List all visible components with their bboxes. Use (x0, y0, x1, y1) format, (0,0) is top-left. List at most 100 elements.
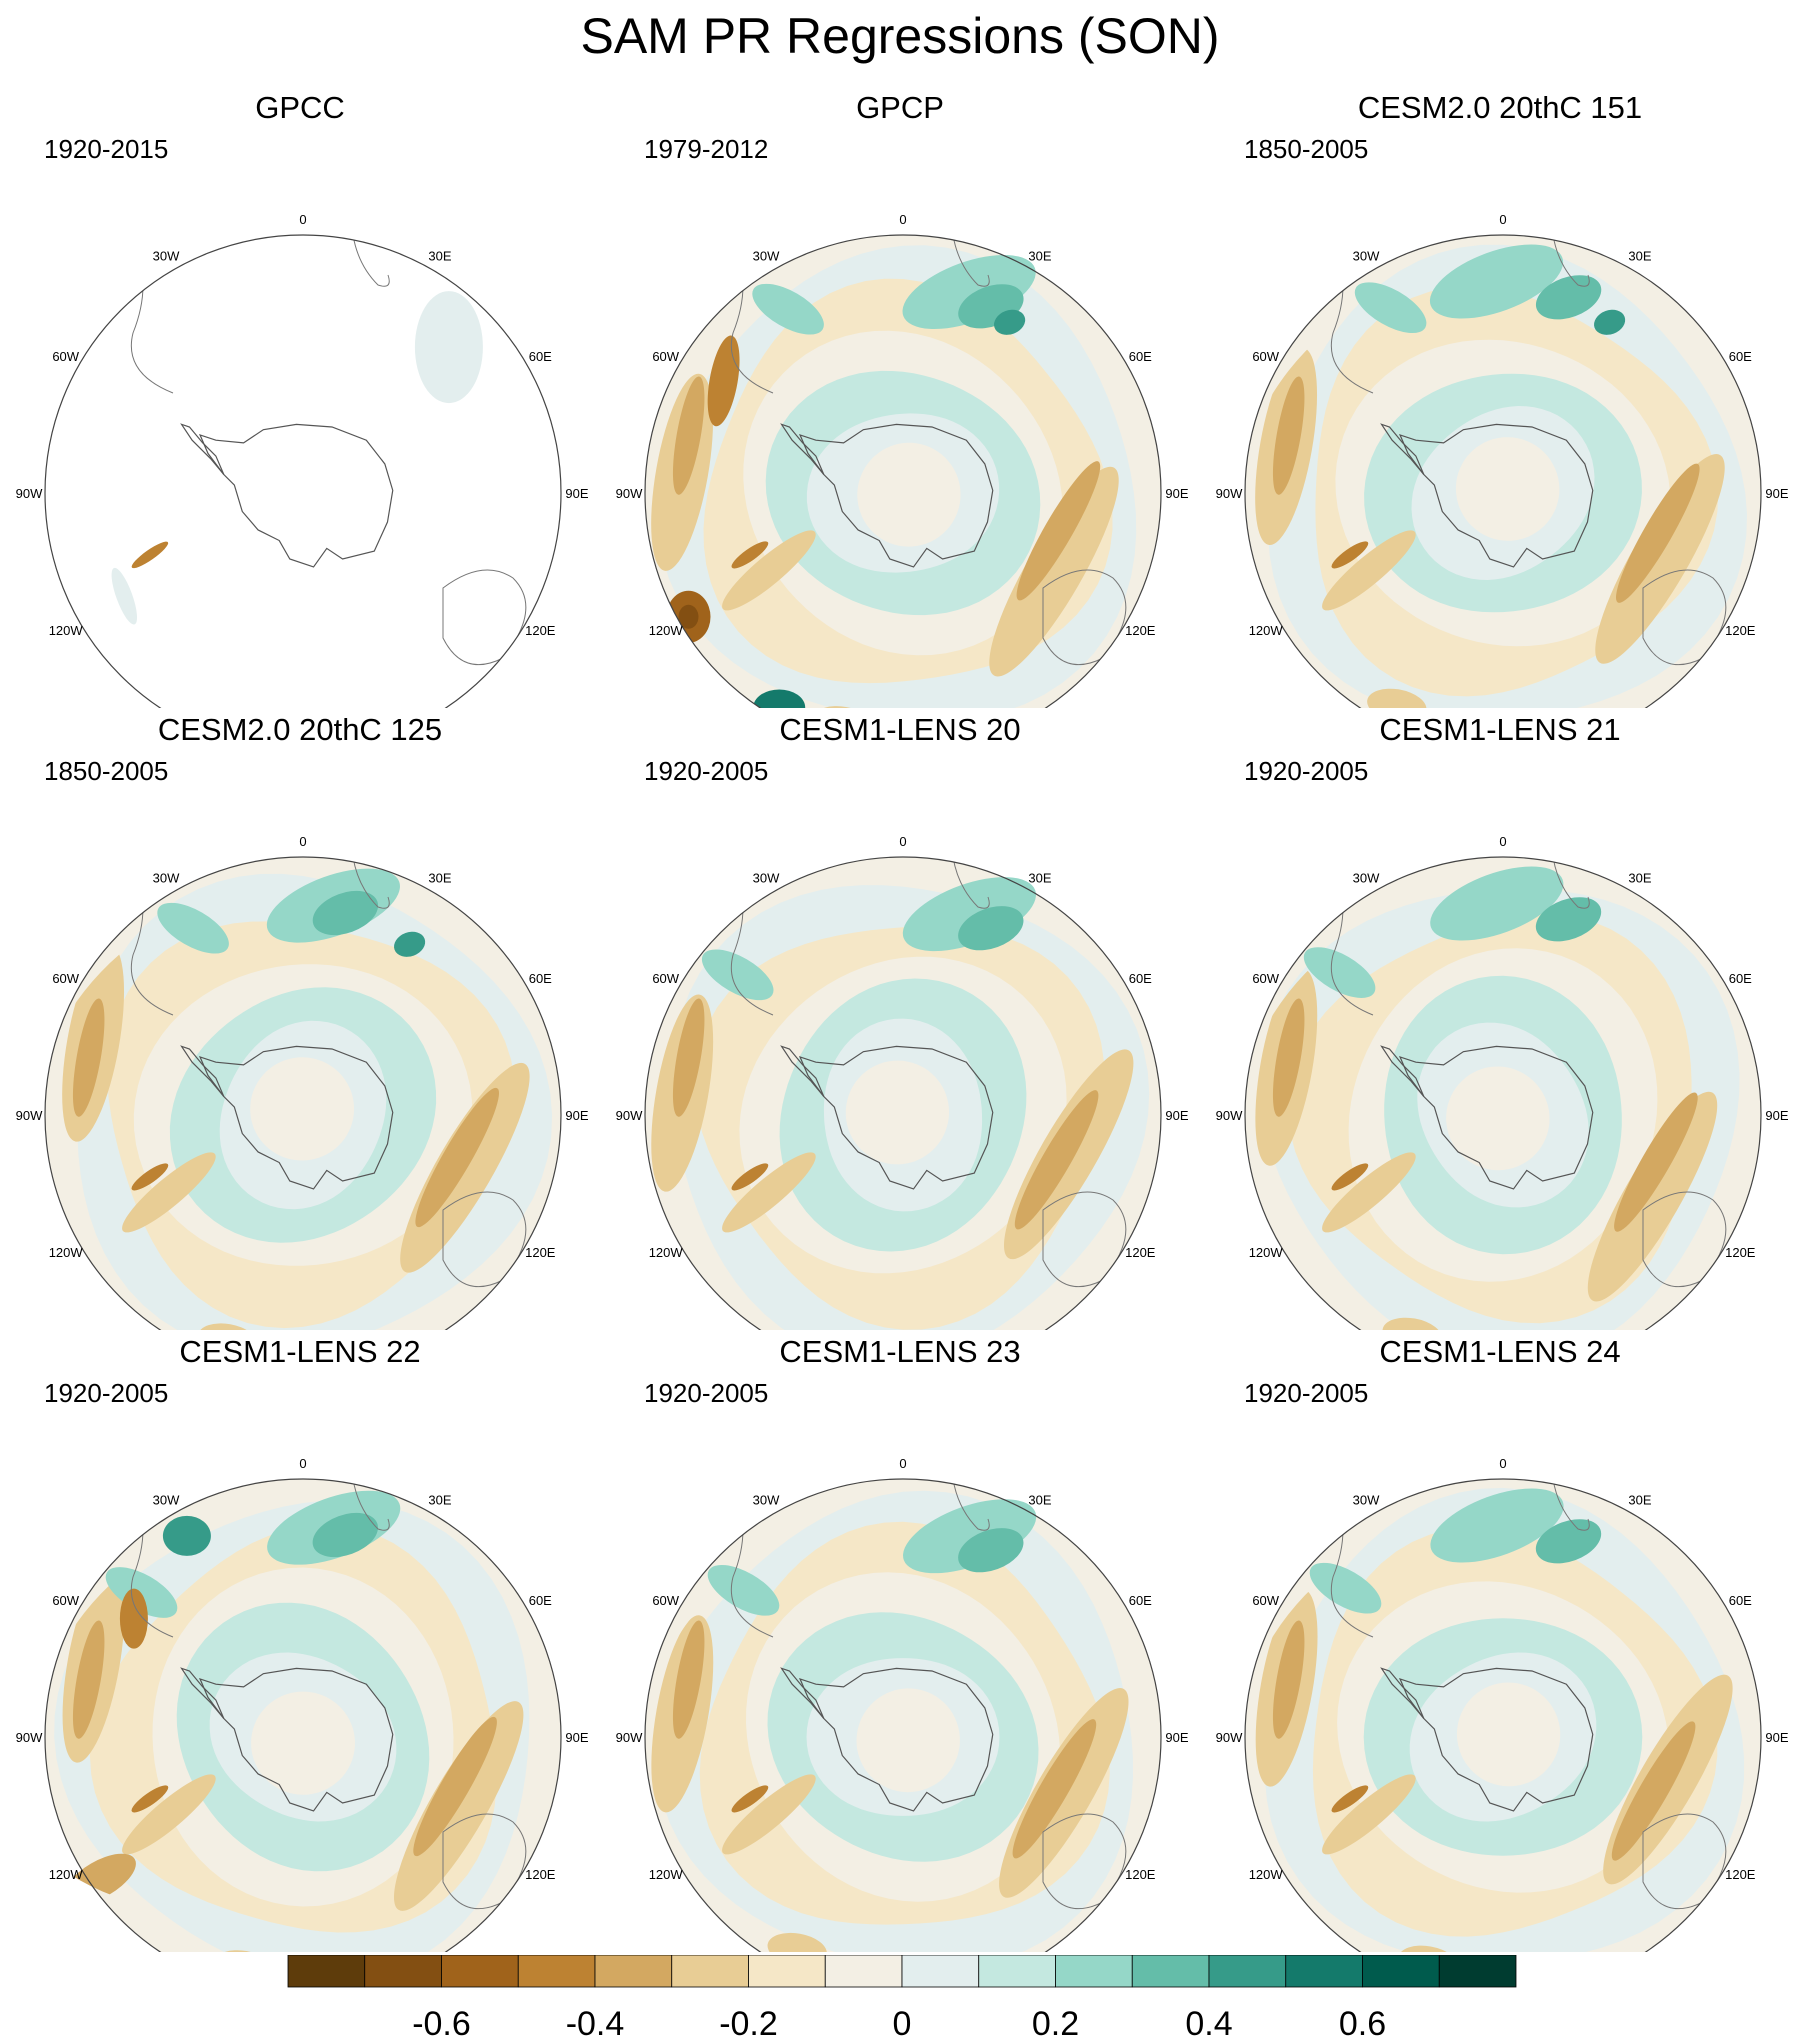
anomaly-blob (111, 567, 138, 625)
panel-title: CESM1-LENS 21 (1379, 712, 1621, 747)
colorbar: -0.6 -0.4 -0.2 0 0.2 0.4 0.6 (287, 1955, 1517, 2042)
anomaly-blob (722, 530, 816, 611)
longitude-label: 30E (1028, 871, 1051, 886)
africa-coastline (352, 1479, 390, 1531)
anomaly-blob (672, 998, 705, 1117)
panel-title: CESM1-LENS 23 (779, 1334, 1021, 1369)
panel-period: 1979-2012 (644, 134, 769, 164)
longitude-label: 120W (49, 623, 84, 638)
anomaly-blob (122, 1774, 216, 1855)
anomaly-ring (845, 1060, 949, 1165)
colorbar-swatch (441, 1955, 519, 1988)
africa-coastline (1552, 857, 1590, 909)
polar-map: 030E60E90E120E150E180150W120W90W60W30W (16, 834, 589, 1330)
map-panel: 030E60E90E120E150E180150W120W90W60W30WCE… (1200, 710, 1800, 1330)
longitude-label: 90E (1765, 1730, 1788, 1745)
panel-title: CESM1-LENS 24 (1379, 1334, 1621, 1369)
map-border (44, 234, 562, 708)
longitude-label: 90E (1765, 486, 1788, 501)
anomaly-blob (731, 541, 769, 569)
anomaly-ring (1456, 1682, 1561, 1787)
longitude-label: 30W (153, 249, 180, 264)
colorbar-swatch (1438, 1955, 1517, 1988)
longitude-label: 30E (1628, 249, 1651, 264)
longitude-label: 0 (1499, 1456, 1506, 1471)
colorbar-swatch (364, 1955, 442, 1988)
anomaly-ring (250, 1057, 354, 1161)
longitude-label: 120E (1725, 623, 1756, 638)
anomaly-blob (707, 335, 740, 427)
anomaly-blob (1611, 1721, 1696, 1861)
colorbar-swatch (594, 1955, 673, 1988)
australia-coastline (1642, 1813, 1727, 1910)
map-border (644, 856, 1162, 1330)
anomaly-blob (958, 1528, 1024, 1573)
panel-title: GPCP (856, 90, 944, 125)
anomaly-blob (162, 1515, 211, 1556)
longitude-label: 60W (1252, 971, 1279, 986)
anomaly-blob (1614, 1092, 1698, 1232)
polar-map: 030E60E90E120E150E180150W120W90W60W30W (616, 212, 1189, 708)
longitude-label: 0 (899, 1456, 906, 1471)
colorbar-swatch (517, 1955, 596, 1988)
anomaly-blob (672, 1620, 705, 1739)
panel-title: CESM1-LENS 20 (779, 712, 1021, 747)
anomaly-blob (415, 1087, 499, 1228)
colorbar-tick-label: -0.4 (566, 2005, 625, 2042)
anomaly-blob (1430, 866, 1564, 941)
anomaly-blob (105, 1567, 178, 1618)
australia-coastline (1042, 1191, 1127, 1288)
colorbar-tick-label: 0 (893, 2005, 912, 2042)
polar-map: 030E60E90E120E150E180150W120W90W60W30W (1216, 1456, 1789, 1952)
anomaly-blob (722, 1152, 816, 1233)
colorbar-tick-label: 0.2 (1032, 2005, 1079, 2042)
longitude-label: 120E (525, 1867, 556, 1882)
anomaly-blob (157, 902, 229, 954)
longitude-label: 30E (428, 1493, 451, 1508)
colorbar-swatch (824, 1955, 903, 1988)
panel-period: 1920-2005 (44, 1378, 169, 1408)
panel-title: CESM2.0 20thC 125 (157, 712, 443, 747)
anomaly-blob (1430, 1488, 1564, 1563)
longitude-label: 0 (299, 212, 306, 227)
longitude-label: 90W (1216, 1108, 1243, 1123)
map-border (44, 1478, 562, 1952)
colorbar-tick-label: 0.4 (1185, 2005, 1232, 2042)
longitude-label: 90E (565, 1730, 588, 1745)
longitude-label: 120W (649, 623, 684, 638)
map-background (45, 235, 561, 708)
anomaly-blob (989, 466, 1119, 677)
longitude-label: 90W (1216, 1730, 1243, 1745)
longitude-label: 90W (16, 486, 43, 501)
longitude-label: 30W (1353, 871, 1380, 886)
anomaly-blob (1322, 1152, 1416, 1233)
anomaly-blob (1322, 1774, 1416, 1855)
map-panel: 030E60E90E120E150E180150W120W90W60W30WCE… (600, 710, 1200, 1330)
colorbar-swatch (748, 1955, 826, 1988)
map-border (644, 234, 1162, 708)
longitude-label: 30E (1628, 1493, 1651, 1508)
anomaly-blob (1016, 461, 1101, 601)
australia-coastline (1042, 569, 1127, 666)
colorbar-swatch (978, 1955, 1056, 1988)
longitude-label: 60W (52, 1593, 79, 1608)
longitude-label: 120E (525, 623, 556, 638)
africa-coastline (952, 1479, 990, 1531)
longitude-label: 30E (1028, 249, 1051, 264)
anomaly-blob (414, 291, 483, 404)
antarctica-coastline (180, 423, 394, 568)
anomaly-blob (1331, 1163, 1369, 1191)
longitude-label: 0 (299, 834, 306, 849)
longitude-label: 120E (1725, 1245, 1756, 1260)
longitude-label: 90W (616, 486, 643, 501)
anomaly-blob (731, 1785, 769, 1813)
panel-period: 1920-2005 (1244, 756, 1369, 786)
longitude-label: 60E (1729, 349, 1752, 364)
anomaly-blob (394, 931, 426, 957)
figure-title: SAM PR Regressions (SON) (580, 8, 1220, 64)
anomaly-blob (312, 890, 379, 936)
longitude-label: 0 (1499, 834, 1506, 849)
colorbar-swatch (287, 1955, 366, 1988)
longitude-label: 120E (1125, 1867, 1156, 1882)
australia-coastline (442, 1191, 527, 1288)
